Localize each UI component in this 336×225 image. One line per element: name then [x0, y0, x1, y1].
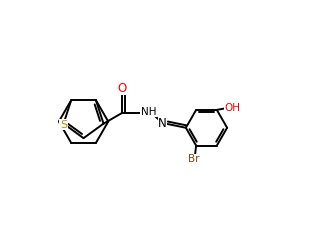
- Text: N: N: [158, 117, 167, 130]
- Text: S: S: [60, 120, 67, 130]
- Text: NH: NH: [141, 107, 156, 117]
- Text: Br: Br: [188, 155, 200, 164]
- Text: O: O: [118, 82, 127, 95]
- Text: OH: OH: [224, 103, 241, 113]
